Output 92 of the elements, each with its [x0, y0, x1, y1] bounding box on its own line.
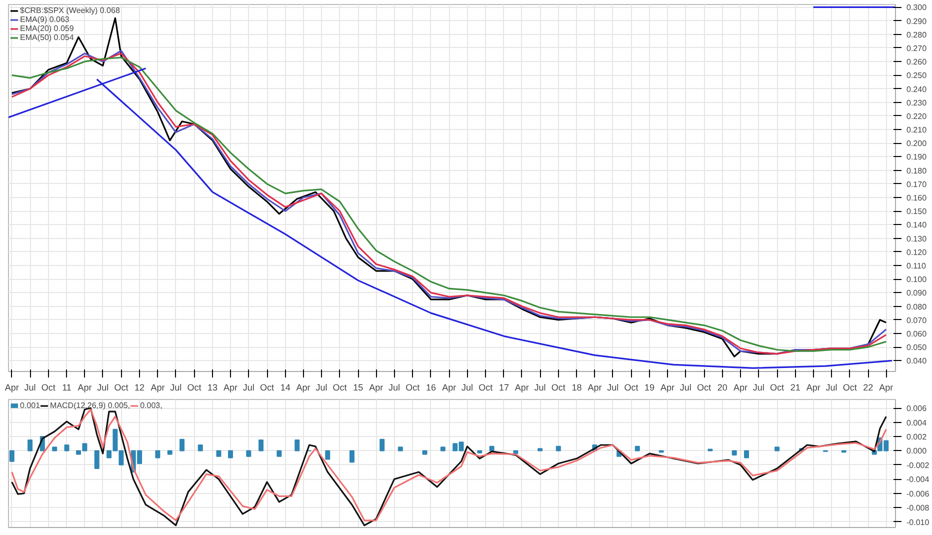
- y-tick-label: 0.200: [906, 139, 928, 148]
- x-tick-label: Jul: [826, 382, 838, 392]
- x-tick-label: 12: [134, 382, 145, 392]
- x-tick-label: 22: [863, 382, 874, 392]
- x-tick-label: 19: [644, 382, 655, 392]
- x-tick-label: Oct: [332, 382, 348, 392]
- y-tick-label: 0.250: [906, 71, 928, 80]
- x-tick-label: Apr: [150, 382, 165, 392]
- y-tick-label: 0.190: [906, 152, 928, 162]
- x-tick-label: Oct: [842, 382, 858, 392]
- y-tick-label: 0.080: [906, 302, 928, 312]
- x-tick-label: 16: [426, 382, 436, 392]
- x-tick-label: 17: [498, 382, 509, 392]
- y-tick-label: 0.070: [906, 316, 928, 325]
- y-tick-label: -0.004: [906, 475, 930, 484]
- x-tick-label: Apr: [806, 382, 820, 392]
- y-tick-label: 0.210: [906, 126, 928, 135]
- y-tick-label: 0.050: [906, 343, 928, 352]
- y-tick-label: 0.180: [906, 166, 928, 176]
- legend-label: MACD(12,26,9) 0.005,: [50, 401, 130, 410]
- y-tick-label: 0.230: [906, 98, 928, 108]
- legend-label: EMA(20) 0.059: [20, 24, 74, 33]
- x-tick-label: Jul: [24, 382, 36, 392]
- x-tick-label: Oct: [114, 382, 129, 392]
- legend-label: 0.003,: [140, 401, 162, 410]
- x-tick-label: Jul: [388, 382, 400, 392]
- x-tick-label: Apr: [514, 382, 529, 392]
- x-tick-label: Jul: [752, 382, 764, 392]
- x-tick-label: Apr: [369, 382, 384, 392]
- y-tick-label: 0.090: [906, 288, 928, 298]
- x-tick-label: Apr: [588, 382, 602, 392]
- y-tick-label: 0.060: [906, 329, 928, 338]
- y-tick-label: 0.170: [906, 180, 928, 189]
- y-tick-label: 0.040: [906, 356, 928, 366]
- x-tick-label: Oct: [551, 382, 566, 392]
- x-tick-label: 15: [353, 382, 364, 392]
- y-tick-label: 0.240: [906, 84, 928, 94]
- x-tick-label: Apr: [296, 382, 310, 392]
- y-tick-label: 0.000: [906, 446, 928, 456]
- x-tick-label: Oct: [624, 382, 639, 392]
- legend-label: EMA(9) 0.063: [20, 15, 70, 24]
- y-tick-label: 0.100: [906, 275, 928, 284]
- y-tick-label: 0.290: [906, 16, 928, 26]
- y-tick-label: 0.004: [906, 418, 928, 428]
- x-tick-label: 21: [790, 382, 800, 392]
- y-tick-label: -0.002: [906, 460, 930, 470]
- x-tick-label: 20: [717, 382, 728, 392]
- y-tick-label: 0.110: [906, 261, 926, 270]
- y-tick-label: 0.260: [906, 58, 928, 67]
- legend-label: $CRB:$SPX (Weekly) 0.068: [20, 6, 120, 15]
- x-tick-label: Jul: [242, 382, 254, 392]
- legend-label: 0.001: [20, 401, 40, 410]
- x-tick-label: Apr: [223, 382, 238, 392]
- y-tick-label: 0.140: [906, 220, 928, 230]
- x-tick-label: Jul: [170, 382, 182, 392]
- y-tick-label: -0.006: [906, 489, 930, 498]
- x-tick-label: Apr: [879, 382, 894, 392]
- x-tick-label: Apr: [78, 382, 92, 392]
- x-tick-label: Apr: [442, 382, 456, 392]
- y-tick-label: 0.270: [906, 44, 928, 53]
- x-tick-label: Apr: [734, 382, 748, 392]
- x-tick-label: Oct: [260, 382, 274, 392]
- x-tick-label: 14: [280, 382, 290, 392]
- y-tick-label: 0.002: [906, 432, 928, 442]
- x-tick-label: Apr: [4, 382, 19, 392]
- x-tick-label: Jul: [680, 382, 692, 392]
- x-tick-label: 18: [572, 382, 582, 392]
- x-tick-label: Jul: [316, 382, 328, 392]
- x-tick-label: 11: [62, 382, 72, 392]
- y-tick-label: -0.010: [906, 518, 930, 527]
- x-tick-label: Oct: [187, 382, 202, 392]
- x-tick-label: Oct: [770, 382, 785, 392]
- x-tick-label: Jul: [97, 382, 109, 392]
- y-tick-label: 0.120: [906, 248, 928, 257]
- y-tick-label: 0.220: [906, 112, 928, 121]
- y-tick-label: -0.008: [906, 504, 930, 513]
- x-tick-label: 13: [208, 382, 218, 392]
- y-tick-label: 0.006: [906, 404, 928, 414]
- y-tick-label: 0.130: [906, 234, 928, 244]
- legend-label: EMA(50) 0.054: [20, 33, 74, 42]
- x-tick-label: Oct: [406, 382, 420, 392]
- x-tick-label: Oct: [41, 382, 56, 392]
- x-tick-label: Oct: [697, 382, 712, 392]
- x-tick-label: Apr: [660, 382, 675, 392]
- y-tick-label: 0.150: [906, 207, 928, 216]
- x-tick-label: Jul: [534, 382, 546, 392]
- x-tick-label: Jul: [607, 382, 619, 392]
- y-tick-label: 0.280: [906, 30, 928, 40]
- x-tick-label: Oct: [478, 382, 494, 392]
- y-tick-label: 0.300: [906, 3, 928, 12]
- y-tick-label: 0.160: [906, 194, 928, 203]
- x-tick-label: Jul: [462, 382, 474, 392]
